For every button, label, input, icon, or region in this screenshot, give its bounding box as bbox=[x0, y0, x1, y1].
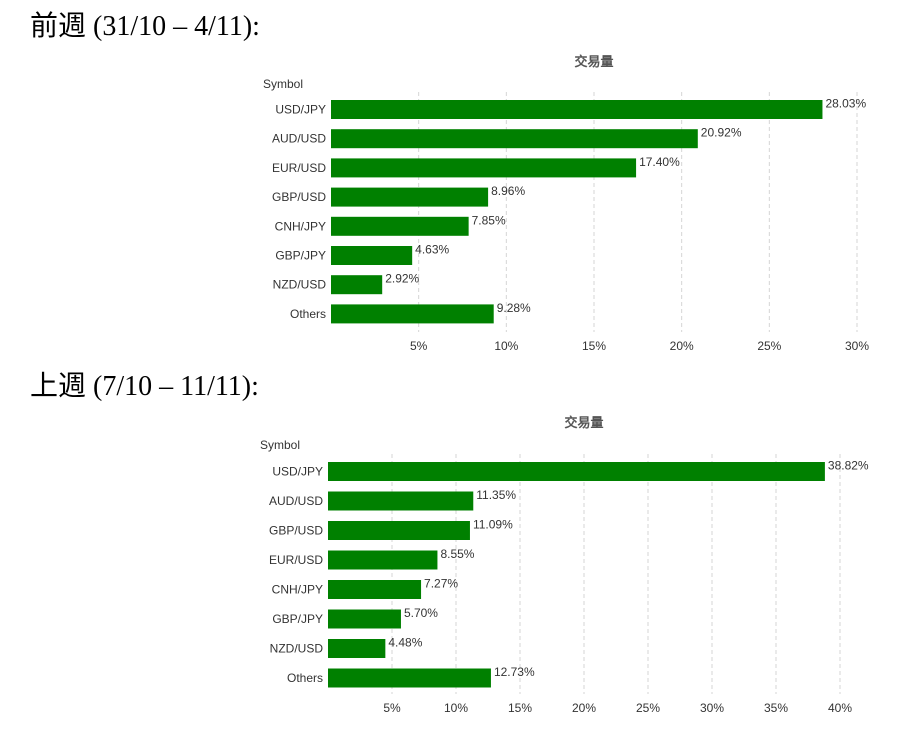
chart2-data-label: 4.48% bbox=[388, 636, 422, 650]
chart2-x-tick-label: 40% bbox=[828, 701, 852, 715]
chart2-category-label: GBP/USD bbox=[269, 524, 323, 538]
chart1-data-label: 17.40% bbox=[639, 155, 680, 169]
chart1-y-axis-label: Symbol bbox=[263, 77, 303, 91]
chart2-data-label: 11.35% bbox=[476, 488, 516, 502]
chart2-bar bbox=[328, 639, 386, 658]
chart1-data-label: 8.96% bbox=[491, 184, 525, 198]
chart2-data-label: 38.82% bbox=[828, 459, 869, 473]
chart2-x-tick-label: 20% bbox=[572, 701, 596, 715]
chart1-data-label: 20.92% bbox=[701, 126, 742, 140]
chart2-bar bbox=[328, 521, 470, 540]
chart1-data-label: 7.85% bbox=[472, 213, 506, 227]
chart2-category-label: USD/JPY bbox=[272, 465, 323, 479]
chart1-category-label: GBP/USD bbox=[272, 190, 326, 204]
chart2-x-tick-label: 25% bbox=[636, 701, 660, 715]
chart1-bar bbox=[331, 187, 489, 207]
chart1-x-tick-label: 10% bbox=[494, 339, 518, 353]
chart2-x-tick-label: 35% bbox=[764, 701, 788, 715]
chart1-x-tick-label: 30% bbox=[845, 339, 869, 353]
chart2-data-label: 11.09% bbox=[473, 518, 513, 532]
chart1-bar bbox=[331, 158, 637, 178]
chart1-category-label: USD/JPY bbox=[275, 103, 326, 117]
chart1-bar bbox=[331, 246, 413, 265]
chart2-data-label: 12.73% bbox=[494, 665, 535, 679]
chart2-x-tick-label: 15% bbox=[508, 701, 532, 715]
volume-chart-previous-week: 交易量 Symbol USD/JPY 28.03% AUD/USD 20.92% EUR/U… bbox=[263, 54, 869, 353]
chart1-category-label: CNH/JPY bbox=[275, 219, 326, 233]
chart1-category-label: AUD/USD bbox=[272, 132, 326, 146]
chart1-category-label: Others bbox=[290, 307, 326, 321]
chart1-category-label: EUR/USD bbox=[272, 161, 326, 175]
chart1-x-tick-label: 5% bbox=[410, 339, 428, 353]
chart2-category-label: EUR/USD bbox=[269, 553, 323, 567]
chart1-bar bbox=[331, 129, 698, 149]
chart2-category-label: NZD/USD bbox=[270, 642, 324, 656]
chart2-y-axis-label: Symbol bbox=[260, 438, 300, 452]
chart1-data-label: 4.63% bbox=[415, 243, 449, 257]
chart2-data-label: 8.55% bbox=[440, 547, 474, 561]
chart2-bar bbox=[328, 462, 825, 481]
section-title-last-week: 上週 (7/10 – 11/11): bbox=[30, 371, 259, 402]
chart2-data-label: 5.70% bbox=[404, 606, 438, 620]
chart1-x-tick-label: 25% bbox=[757, 339, 781, 353]
chart2-bar bbox=[328, 609, 401, 629]
chart2-category-label: CNH/JPY bbox=[272, 583, 323, 597]
chart1-bar bbox=[331, 275, 383, 295]
chart2-category-label: GBP/JPY bbox=[272, 612, 323, 626]
chart1-data-label: 9.28% bbox=[497, 301, 531, 315]
chart1-bar bbox=[331, 216, 469, 236]
chart1-category-label: GBP/JPY bbox=[275, 249, 326, 263]
chart2-x-tick-label: 5% bbox=[383, 701, 401, 715]
chart2-data-label: 7.27% bbox=[424, 577, 458, 591]
chart1-x-tick-label: 15% bbox=[582, 339, 606, 353]
chart2-chart-title: 交易量 bbox=[564, 415, 603, 430]
section-title-previous-week: 前週 (31/10 – 4/11): bbox=[30, 11, 260, 42]
chart2-category-label: AUD/USD bbox=[269, 494, 323, 508]
chart2-bar bbox=[328, 668, 491, 688]
chart1-chart-title: 交易量 bbox=[574, 54, 613, 69]
chart1-category-label: NZD/USD bbox=[273, 278, 327, 292]
chart2-bar bbox=[328, 550, 438, 570]
chart2-x-tick-label: 10% bbox=[444, 701, 468, 715]
chart1-bar bbox=[331, 304, 494, 324]
chart1-x-tick-label: 20% bbox=[670, 339, 694, 353]
chart1-data-label: 28.03% bbox=[825, 97, 866, 111]
chart1-bar bbox=[331, 100, 823, 119]
chart2-category-label: Others bbox=[287, 671, 323, 685]
chart2-bar bbox=[328, 580, 422, 599]
chart2-x-tick-label: 30% bbox=[700, 701, 724, 715]
chart2-bar bbox=[328, 491, 474, 511]
chart1-data-label: 2.92% bbox=[385, 272, 419, 286]
